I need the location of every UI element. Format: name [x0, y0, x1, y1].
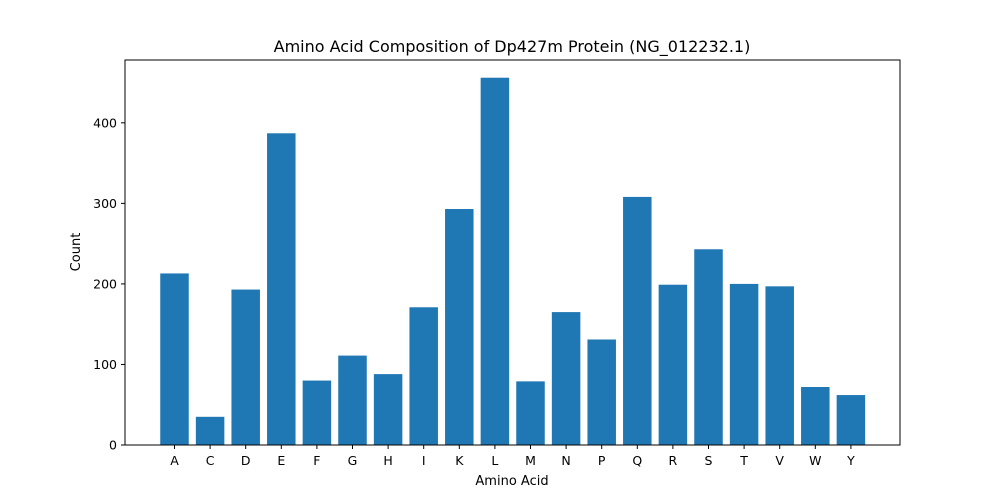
x-tick-label: Y — [846, 453, 855, 468]
bar-M — [516, 381, 545, 445]
x-tick-label: F — [313, 453, 320, 468]
bar-Q — [623, 196, 652, 445]
bar-S — [694, 249, 723, 445]
bar-C — [195, 416, 225, 445]
x-tick-label: I — [422, 453, 426, 468]
x-tick-label: M — [525, 453, 536, 468]
bar-V — [765, 286, 794, 445]
x-tick-label: N — [561, 453, 570, 468]
bar-G — [338, 355, 367, 445]
x-tick-label: K — [455, 453, 464, 468]
bar-A — [160, 273, 189, 445]
x-tick-label: S — [705, 453, 713, 468]
y-tick-label: 0 — [109, 438, 117, 453]
x-tick-label: T — [739, 453, 748, 468]
y-tick-label: 100 — [93, 357, 117, 372]
x-tick-label: D — [241, 453, 251, 468]
y-tick-label: 200 — [93, 276, 117, 291]
x-tick-label: H — [383, 453, 392, 468]
x-tick-label: A — [170, 453, 179, 468]
bar-R — [658, 284, 688, 445]
bar-F — [302, 380, 332, 445]
x-tick-label: V — [775, 453, 784, 468]
bar-L — [480, 77, 510, 445]
plot-frame — [124, 59, 901, 446]
bars-group — [160, 77, 866, 446]
bar-H — [373, 374, 403, 445]
bar-T — [729, 283, 759, 445]
x-tick-label: Q — [632, 453, 642, 468]
x-tick-label: W — [809, 453, 821, 468]
bar-W — [801, 387, 830, 445]
x-tick-label: R — [669, 453, 678, 468]
chart-title: Amino Acid Composition of Dp427m Protein… — [274, 37, 751, 57]
bar-K — [445, 209, 474, 445]
x-axis-label: Amino Acid — [475, 474, 548, 489]
x-tick-label: P — [598, 453, 606, 468]
bar-P — [587, 339, 616, 445]
x-tick-label: G — [348, 453, 358, 468]
bar-Y — [836, 395, 866, 445]
y-axis-ticks: 0 100 200 300 400 — [93, 115, 125, 453]
bar-N — [551, 312, 581, 445]
x-tick-label: C — [206, 453, 215, 468]
y-tick-label: 400 — [93, 115, 117, 130]
y-axis-label: Count — [69, 233, 84, 272]
y-tick-label: 300 — [93, 196, 117, 211]
bar-D — [231, 289, 260, 445]
x-tick-label: L — [491, 453, 498, 468]
bar-E — [267, 133, 296, 446]
bar-I — [409, 307, 438, 445]
x-tick-label: E — [277, 453, 285, 468]
